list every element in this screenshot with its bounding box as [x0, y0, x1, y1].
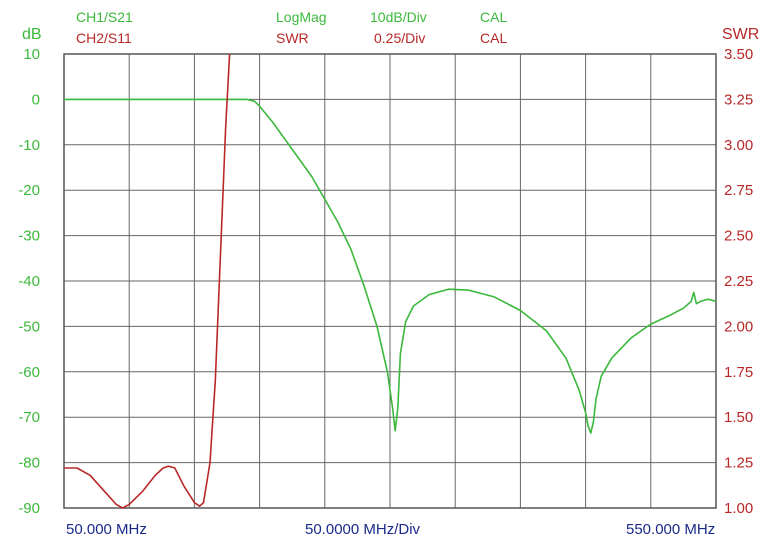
right-tick-label: 2.50	[724, 228, 753, 245]
right-tick-label: 1.00	[724, 500, 753, 517]
plot-frame	[63, 53, 717, 509]
plot-traces	[64, 53, 717, 509]
frequency-footer: 50.000 MHz 50.0000 MHz/Div 550.000 MHz	[66, 521, 715, 538]
left-axis-ticks: 10 0 -10 -20 -30 -40 -50 -60 -70 -80 -90	[18, 46, 40, 517]
ch2-s11-trace	[64, 53, 231, 509]
start-frequency: 50.000 MHz	[66, 521, 147, 538]
ch2-format: SWR	[276, 30, 309, 46]
left-tick-label: -30	[18, 228, 40, 245]
span-per-division: 50.0000 MHz/Div	[305, 521, 421, 538]
right-tick-label: 2.00	[724, 318, 753, 335]
ch2-label: CH2/S11	[76, 30, 132, 46]
right-tick-label: 1.75	[724, 364, 753, 381]
ch1-s21-trace	[64, 98, 717, 434]
ch2-scale: 0.25/Div	[374, 30, 425, 46]
right-tick-label: 2.25	[724, 273, 753, 290]
plot-grid	[63, 53, 717, 509]
ch1-label: CH1/S21	[76, 9, 133, 25]
left-tick-label: -80	[18, 455, 40, 472]
left-tick-label: -70	[18, 409, 40, 426]
right-tick-label: 3.50	[724, 46, 753, 63]
right-tick-label: 1.50	[724, 409, 753, 426]
ch1-scale: 10dB/Div	[370, 9, 427, 25]
right-tick-label: 2.75	[724, 182, 753, 199]
ch2-cal: CAL	[480, 30, 507, 46]
left-tick-label: -60	[18, 364, 40, 381]
left-tick-label: -50	[18, 318, 40, 335]
left-tick-label: -40	[18, 273, 40, 290]
left-axis-label: dB	[22, 26, 42, 43]
right-tick-label: 3.00	[724, 137, 753, 154]
left-tick-label: 10	[23, 46, 40, 63]
ch1-format: LogMag	[276, 9, 327, 25]
left-tick-label: -90	[18, 500, 40, 517]
right-tick-label: 1.25	[724, 455, 753, 472]
right-tick-label: 3.25	[724, 91, 753, 108]
left-tick-label: 0	[32, 91, 40, 108]
left-tick-label: -10	[18, 137, 40, 154]
channel-header: CH1/S21 LogMag 10dB/Div CAL CH2/S11 SWR …	[76, 9, 507, 46]
right-axis-label: SWR	[722, 26, 759, 43]
left-tick-label: -20	[18, 182, 40, 199]
right-axis-ticks: 3.50 3.25 3.00 2.75 2.50 2.25 2.00 1.75 1.50 1.25…	[724, 46, 753, 517]
stop-frequency: 550.000 MHz	[626, 521, 715, 538]
ch1-cal: CAL	[480, 9, 507, 25]
